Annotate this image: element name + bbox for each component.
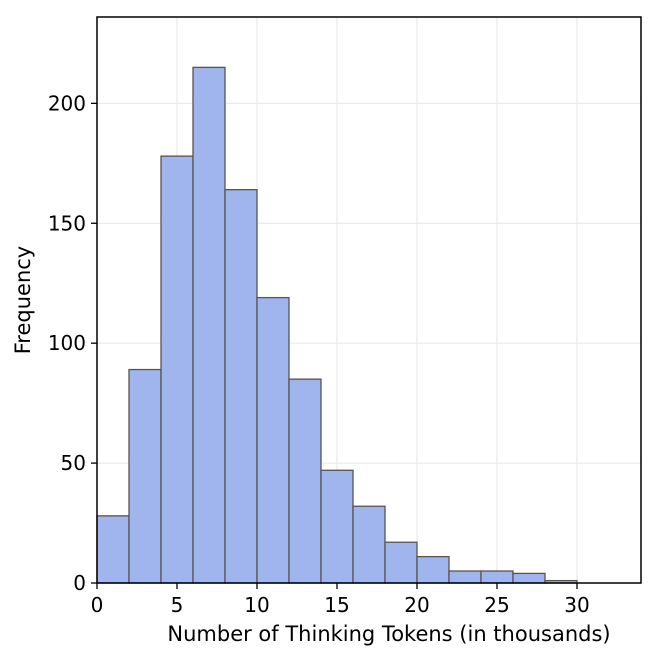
x-tick-label: 10 (244, 593, 269, 617)
x-tick-label: 5 (171, 593, 184, 617)
histogram-bar (448, 570, 482, 584)
histogram-bar (256, 296, 290, 584)
x-tick-label: 25 (484, 593, 509, 617)
y-tick-label: 50 (61, 451, 86, 475)
histogram-bar (416, 555, 450, 584)
histogram-bars (96, 66, 578, 584)
histogram-bar (224, 189, 258, 584)
y-tick-label: 100 (48, 331, 86, 355)
histogram-bar (352, 505, 386, 584)
histogram-bar (384, 541, 418, 584)
histogram-bar (512, 572, 546, 584)
histogram-bar (192, 66, 226, 584)
x-tick-label: 0 (91, 593, 104, 617)
histogram-bar (288, 378, 322, 584)
histogram-bar (320, 469, 354, 584)
histogram-bar (160, 155, 194, 584)
x-axis-label: Number of Thinking Tokens (in thousands) (167, 622, 610, 646)
y-tick-label: 150 (48, 211, 86, 235)
x-tick-label: 20 (404, 593, 429, 617)
x-axis-ticks: 0 5 10 15 20 25 30 (91, 583, 590, 617)
histogram-bar (96, 515, 130, 584)
y-axis-ticks: 0 50 100 150 200 (48, 91, 97, 595)
x-tick-label: 30 (564, 593, 589, 617)
x-tick-label: 15 (324, 593, 349, 617)
plot-frame (96, 16, 642, 584)
y-tick-label: 200 (48, 91, 86, 115)
histogram-bar (480, 570, 514, 584)
y-tick-label: 0 (73, 571, 86, 595)
y-axis-label: Frequency (11, 246, 35, 355)
histogram-bar (128, 368, 162, 584)
